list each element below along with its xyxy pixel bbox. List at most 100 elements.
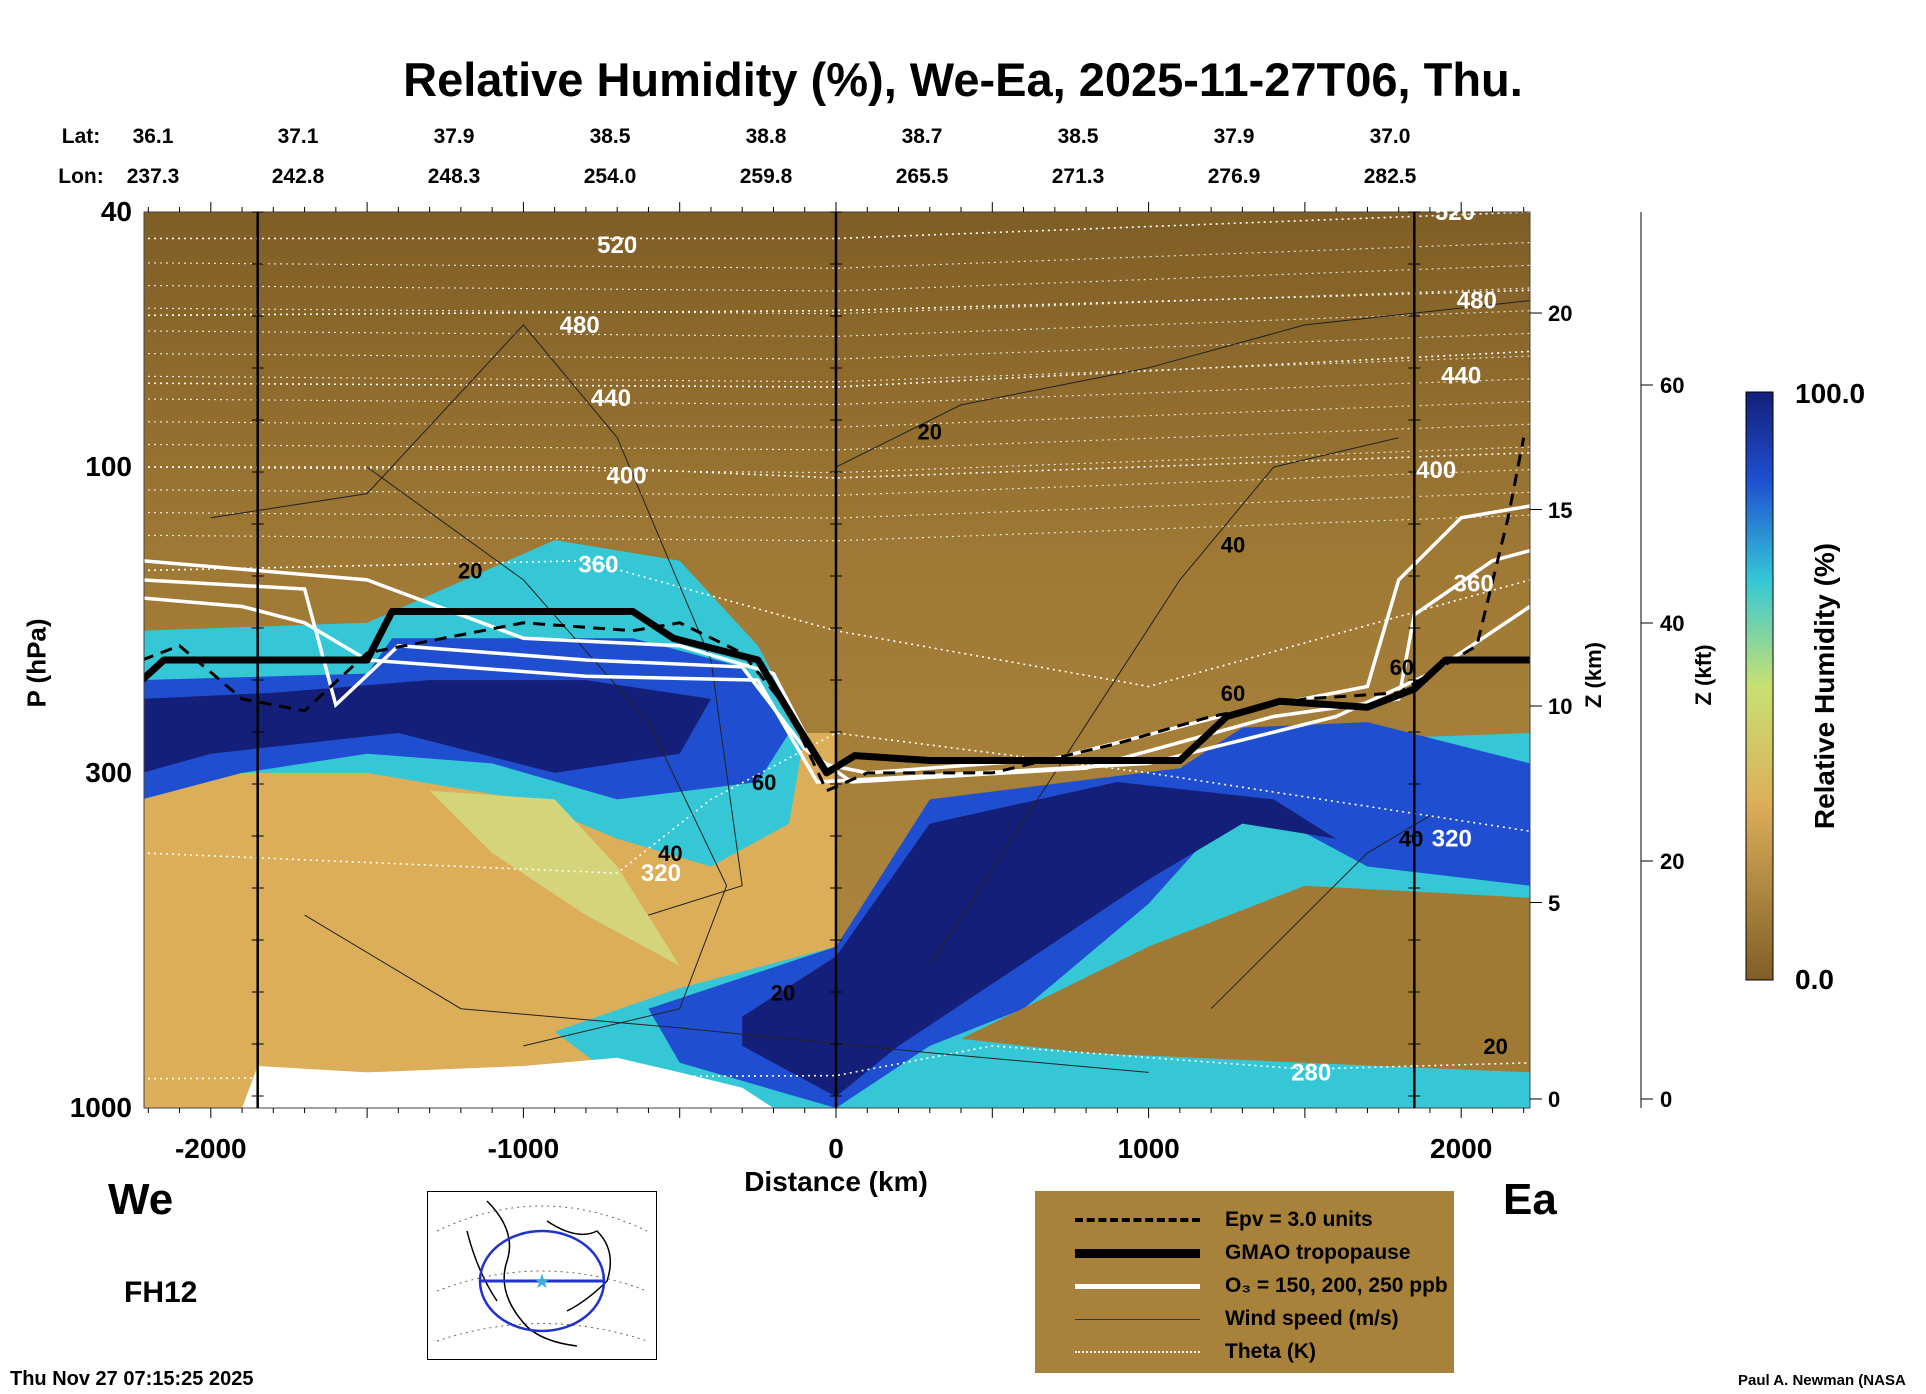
x-axis-label: Distance (km): [744, 1166, 928, 1197]
lat-value: 37.0: [1369, 125, 1411, 148]
zkft-tick-label: 60: [1660, 373, 1685, 398]
wind-speed-label: 20: [1483, 1034, 1507, 1059]
y-tick-label: 40: [100, 196, 132, 227]
rh-region-yellow: [429, 790, 680, 966]
y-axis-label: P (hPa): [21, 618, 52, 708]
zkft-tick-label: 20: [1660, 849, 1685, 874]
rh-region-navy-right: [742, 782, 1337, 1097]
theta-line: [144, 732, 1530, 874]
theta-label: 480: [1457, 288, 1497, 315]
x-tick-label: 1000: [1117, 1133, 1180, 1164]
zkft-axis-label: Z (kft): [1691, 644, 1716, 706]
theta-label: 480: [560, 312, 600, 339]
zkm-tick-label: 0: [1548, 1087, 1561, 1112]
legend-swatch-dashed: [1075, 1218, 1200, 1222]
wind-speed-contour: [366, 466, 728, 1047]
lat-value: 38.5: [1057, 125, 1099, 148]
legend-label: GMAO tropopause: [1225, 1241, 1411, 1264]
legend-item: GMAO tropopause: [1075, 1238, 1411, 1268]
lon-value: 265.5: [895, 165, 949, 188]
x-tick-label: 2000: [1430, 1133, 1493, 1164]
theta-label: 400: [607, 462, 647, 489]
forecast-hour: FH12: [124, 1276, 198, 1309]
legend-item: Theta (K): [1075, 1337, 1316, 1367]
legend-label: O₃ = 150, 200, 250 ppb: [1225, 1274, 1448, 1297]
lon-value: 242.8: [271, 165, 325, 188]
wind-speed-label: 60: [1221, 681, 1245, 706]
theta-label: 520: [597, 232, 637, 259]
credit: Paul A. Newman (NASA: [1738, 1372, 1906, 1389]
wind-speed-contour: [210, 324, 743, 916]
terrain-mask: [242, 1057, 774, 1108]
wind-speed-label: 60: [752, 770, 776, 795]
wind-speed-contour: [1210, 815, 1431, 1010]
lat-value: 38.5: [589, 125, 631, 148]
lon-value: 248.3: [427, 165, 481, 188]
lat-value: 38.7: [901, 125, 943, 148]
rh-region-navy-left: [144, 680, 711, 773]
lon-value: 276.9: [1207, 165, 1261, 188]
wind-speed-contour: [929, 437, 1399, 967]
zkm-axis-label: Z (km): [1581, 642, 1606, 708]
legend: Epv = 3.0 units GMAO tropopause O₃ = 150, …: [1035, 1191, 1454, 1373]
wind-speed-label: 60: [1390, 655, 1414, 680]
y-tick-label: 300: [85, 756, 132, 788]
zkft-tick-label: 40: [1660, 611, 1685, 636]
legend-item: Epv = 3.0 units: [1075, 1205, 1373, 1235]
lat-label: Lat:: [61, 125, 101, 148]
center-star-icon: ★: [533, 1271, 551, 1293]
legend-swatch-dotted: [1075, 1351, 1200, 1353]
zkm-tick-label: 5: [1548, 890, 1561, 916]
wind-speed-contour: [304, 914, 1149, 1073]
lon-value: 254.0: [583, 165, 637, 188]
legend-swatch-thin: [1075, 1318, 1200, 1320]
lat-value: 37.9: [433, 125, 475, 148]
lon-value: 259.8: [739, 165, 793, 188]
theta-label: 400: [1416, 457, 1456, 484]
wind-speed-label: 40: [658, 841, 682, 866]
rh-region-brown-lower: [961, 885, 1530, 1073]
legend-label: Wind speed (m/s): [1225, 1307, 1399, 1330]
lat-value: 36.1: [132, 125, 174, 148]
lon-value: 271.3: [1051, 165, 1105, 188]
legend-item: Wind speed (m/s): [1075, 1304, 1399, 1334]
theta-label: 320: [641, 860, 681, 887]
lat-value: 38.8: [745, 125, 787, 148]
lat-value: 37.1: [277, 125, 319, 148]
wind-speed-contour: [835, 300, 1530, 468]
y-tick-label: 100: [85, 451, 132, 483]
theta-label: 280: [1291, 1059, 1331, 1086]
zkft-tick-label: 0: [1660, 1087, 1673, 1112]
timestamp: Thu Nov 27 07:15:25 2025: [10, 1368, 254, 1390]
zkm-tick-label: 15: [1548, 497, 1573, 523]
east-label: Ea: [1503, 1175, 1557, 1224]
lat-value: 37.9: [1213, 125, 1255, 148]
theta-label: 360: [1454, 571, 1494, 598]
wind-speed-label: 20: [918, 419, 942, 444]
x-tick-label: 0: [828, 1133, 844, 1164]
legend-swatch-white: [1075, 1283, 1200, 1289]
chart-title: Relative Humidity (%), We-Ea, 2025-11-27…: [403, 53, 1523, 106]
lon-value: 237.3: [126, 165, 180, 188]
lon-value: 282.5: [1363, 165, 1417, 188]
locator-map: ★: [427, 1191, 657, 1360]
theta-label: 440: [591, 385, 631, 412]
legend-label: Epv = 3.0 units: [1225, 1208, 1373, 1231]
y-tick-label: 1000: [69, 1092, 132, 1123]
legend-swatch-thick: [1075, 1248, 1200, 1258]
colorbar-max: 100.0: [1795, 378, 1866, 409]
legend-item: O₃ = 150, 200, 250 ppb: [1075, 1271, 1448, 1301]
epv-line: [144, 437, 1526, 793]
x-tick-label: -2000: [174, 1133, 247, 1164]
theta-label: 520: [1435, 199, 1475, 226]
wind-speed-label: 20: [458, 558, 482, 583]
coastlines: [466, 1200, 612, 1347]
colorbar-label: Relative Humidity (%): [1809, 542, 1840, 830]
ozone-contour: [144, 548, 1530, 784]
theta-label: 360: [578, 552, 618, 579]
theta-line: [144, 1045, 1530, 1080]
theta-label: 320: [1432, 826, 1472, 853]
zkm-tick-label: 10: [1548, 694, 1573, 719]
theta-label: 440: [1441, 363, 1481, 390]
